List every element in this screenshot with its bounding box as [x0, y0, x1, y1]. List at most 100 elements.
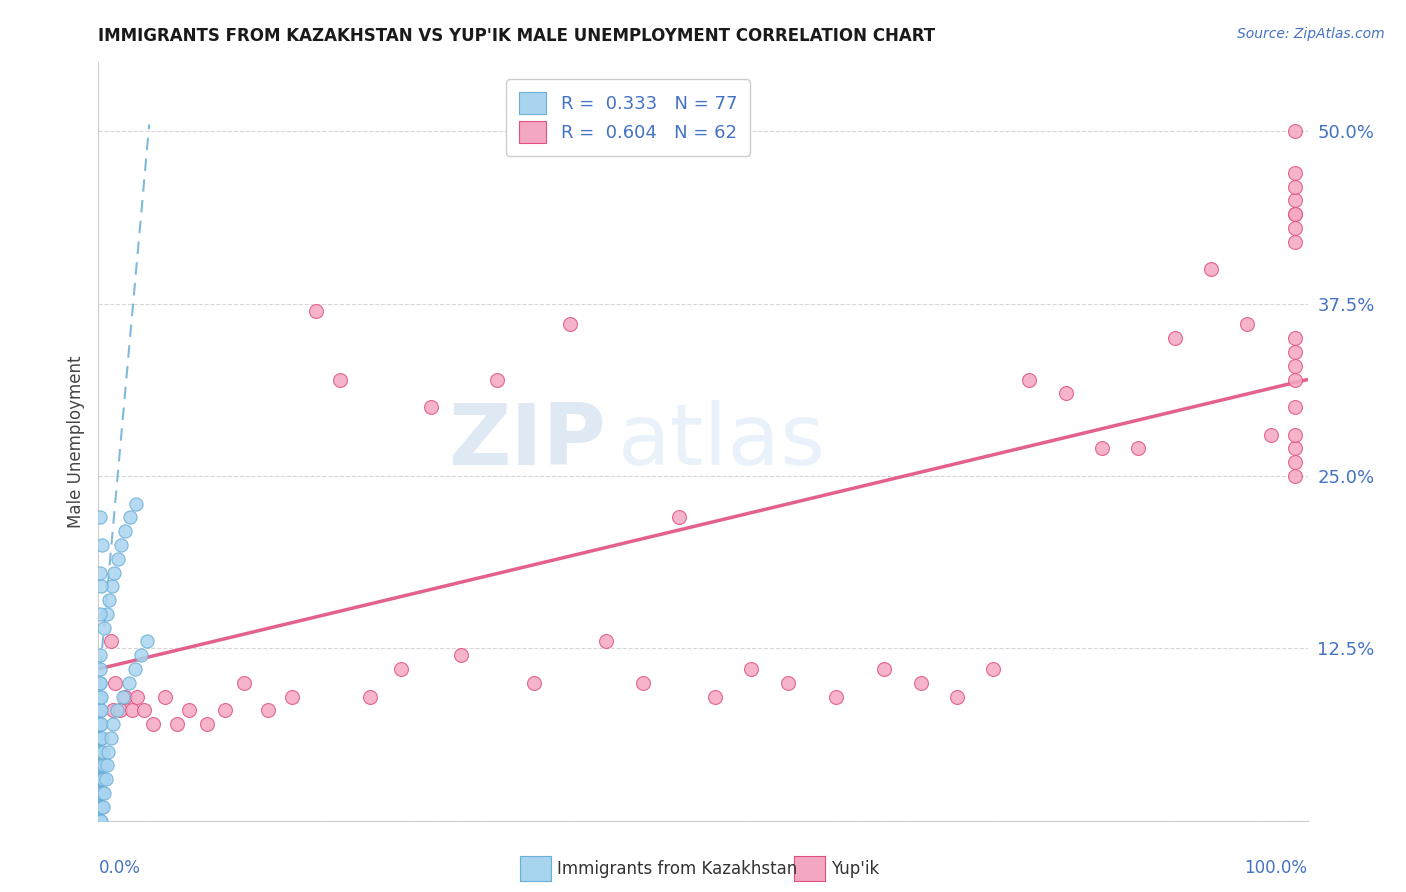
Point — [89, 745, 111, 759]
Point — [89, 772, 111, 787]
Point — [89, 717, 111, 731]
Point — [668, 510, 690, 524]
Point — [89, 731, 111, 745]
Point — [101, 703, 124, 717]
Point — [1054, 386, 1077, 401]
Point — [1284, 124, 1306, 138]
Point — [89, 510, 111, 524]
Point — [121, 703, 143, 717]
Point — [1091, 442, 1114, 456]
Point — [89, 731, 111, 745]
Point — [93, 786, 115, 800]
Point — [153, 690, 176, 704]
Point — [89, 662, 111, 676]
Point — [873, 662, 896, 676]
Point — [134, 703, 156, 717]
Point — [305, 303, 328, 318]
Text: IMMIGRANTS FROM KAZAKHSTAN VS YUP'IK MALE UNEMPLOYMENT CORRELATION CHART: IMMIGRANTS FROM KAZAKHSTAN VS YUP'IK MAL… — [98, 27, 935, 45]
Point — [704, 690, 727, 704]
Point — [1284, 207, 1306, 221]
Point — [105, 703, 128, 717]
Point — [89, 717, 111, 731]
Point — [631, 675, 654, 690]
Point — [1284, 166, 1306, 180]
Point — [89, 800, 111, 814]
Point — [214, 703, 236, 717]
Point — [107, 551, 129, 566]
Point — [91, 800, 114, 814]
Point — [118, 675, 141, 690]
Point — [91, 772, 114, 787]
Point — [910, 675, 932, 690]
Point — [110, 538, 132, 552]
Point — [1284, 235, 1306, 249]
Point — [125, 497, 148, 511]
Point — [1260, 427, 1282, 442]
Point — [91, 758, 114, 772]
Point — [89, 786, 111, 800]
Point — [89, 675, 111, 690]
Point — [108, 703, 131, 717]
Point — [91, 538, 114, 552]
Point — [90, 814, 112, 828]
Text: 100.0%: 100.0% — [1244, 858, 1308, 877]
Point — [89, 786, 111, 800]
Point — [89, 814, 111, 828]
Point — [1284, 469, 1306, 483]
Point — [195, 717, 218, 731]
Point — [486, 372, 509, 386]
Point — [232, 675, 254, 690]
Text: atlas: atlas — [619, 400, 827, 483]
Point — [114, 690, 136, 704]
Point — [825, 690, 848, 704]
Point — [91, 800, 114, 814]
Point — [329, 372, 352, 386]
Point — [89, 800, 111, 814]
Point — [1284, 345, 1306, 359]
Point — [89, 814, 111, 828]
Point — [90, 717, 112, 731]
Point — [166, 717, 188, 731]
Point — [389, 662, 412, 676]
Point — [89, 758, 111, 772]
Point — [100, 579, 122, 593]
Point — [558, 318, 581, 332]
Point — [103, 566, 125, 580]
Point — [89, 758, 111, 772]
Point — [89, 675, 111, 690]
Point — [91, 786, 114, 800]
Point — [1284, 359, 1306, 373]
Point — [89, 703, 111, 717]
Point — [97, 745, 120, 759]
Point — [1163, 331, 1185, 345]
Point — [100, 634, 122, 648]
Point — [450, 648, 472, 663]
Point — [256, 703, 278, 717]
Point — [135, 634, 157, 648]
Text: Immigrants from Kazakhstan: Immigrants from Kazakhstan — [557, 860, 797, 878]
Point — [595, 634, 617, 648]
Point — [124, 662, 146, 676]
Point — [90, 579, 112, 593]
Point — [93, 621, 115, 635]
Point — [142, 717, 165, 731]
Point — [1128, 442, 1150, 456]
Point — [776, 675, 799, 690]
Point — [1284, 220, 1306, 235]
Point — [89, 772, 111, 787]
Point — [93, 758, 115, 772]
Point — [1284, 442, 1306, 456]
Text: Source: ZipAtlas.com: Source: ZipAtlas.com — [1237, 27, 1385, 41]
Point — [1284, 427, 1306, 442]
Point — [89, 745, 111, 759]
Point — [90, 745, 112, 759]
Point — [89, 690, 111, 704]
Point — [740, 662, 762, 676]
Point — [96, 758, 118, 772]
Point — [360, 690, 382, 704]
Point — [89, 786, 111, 800]
Point — [1199, 262, 1222, 277]
Point — [1284, 372, 1306, 386]
Point — [89, 703, 111, 717]
Point — [118, 510, 141, 524]
